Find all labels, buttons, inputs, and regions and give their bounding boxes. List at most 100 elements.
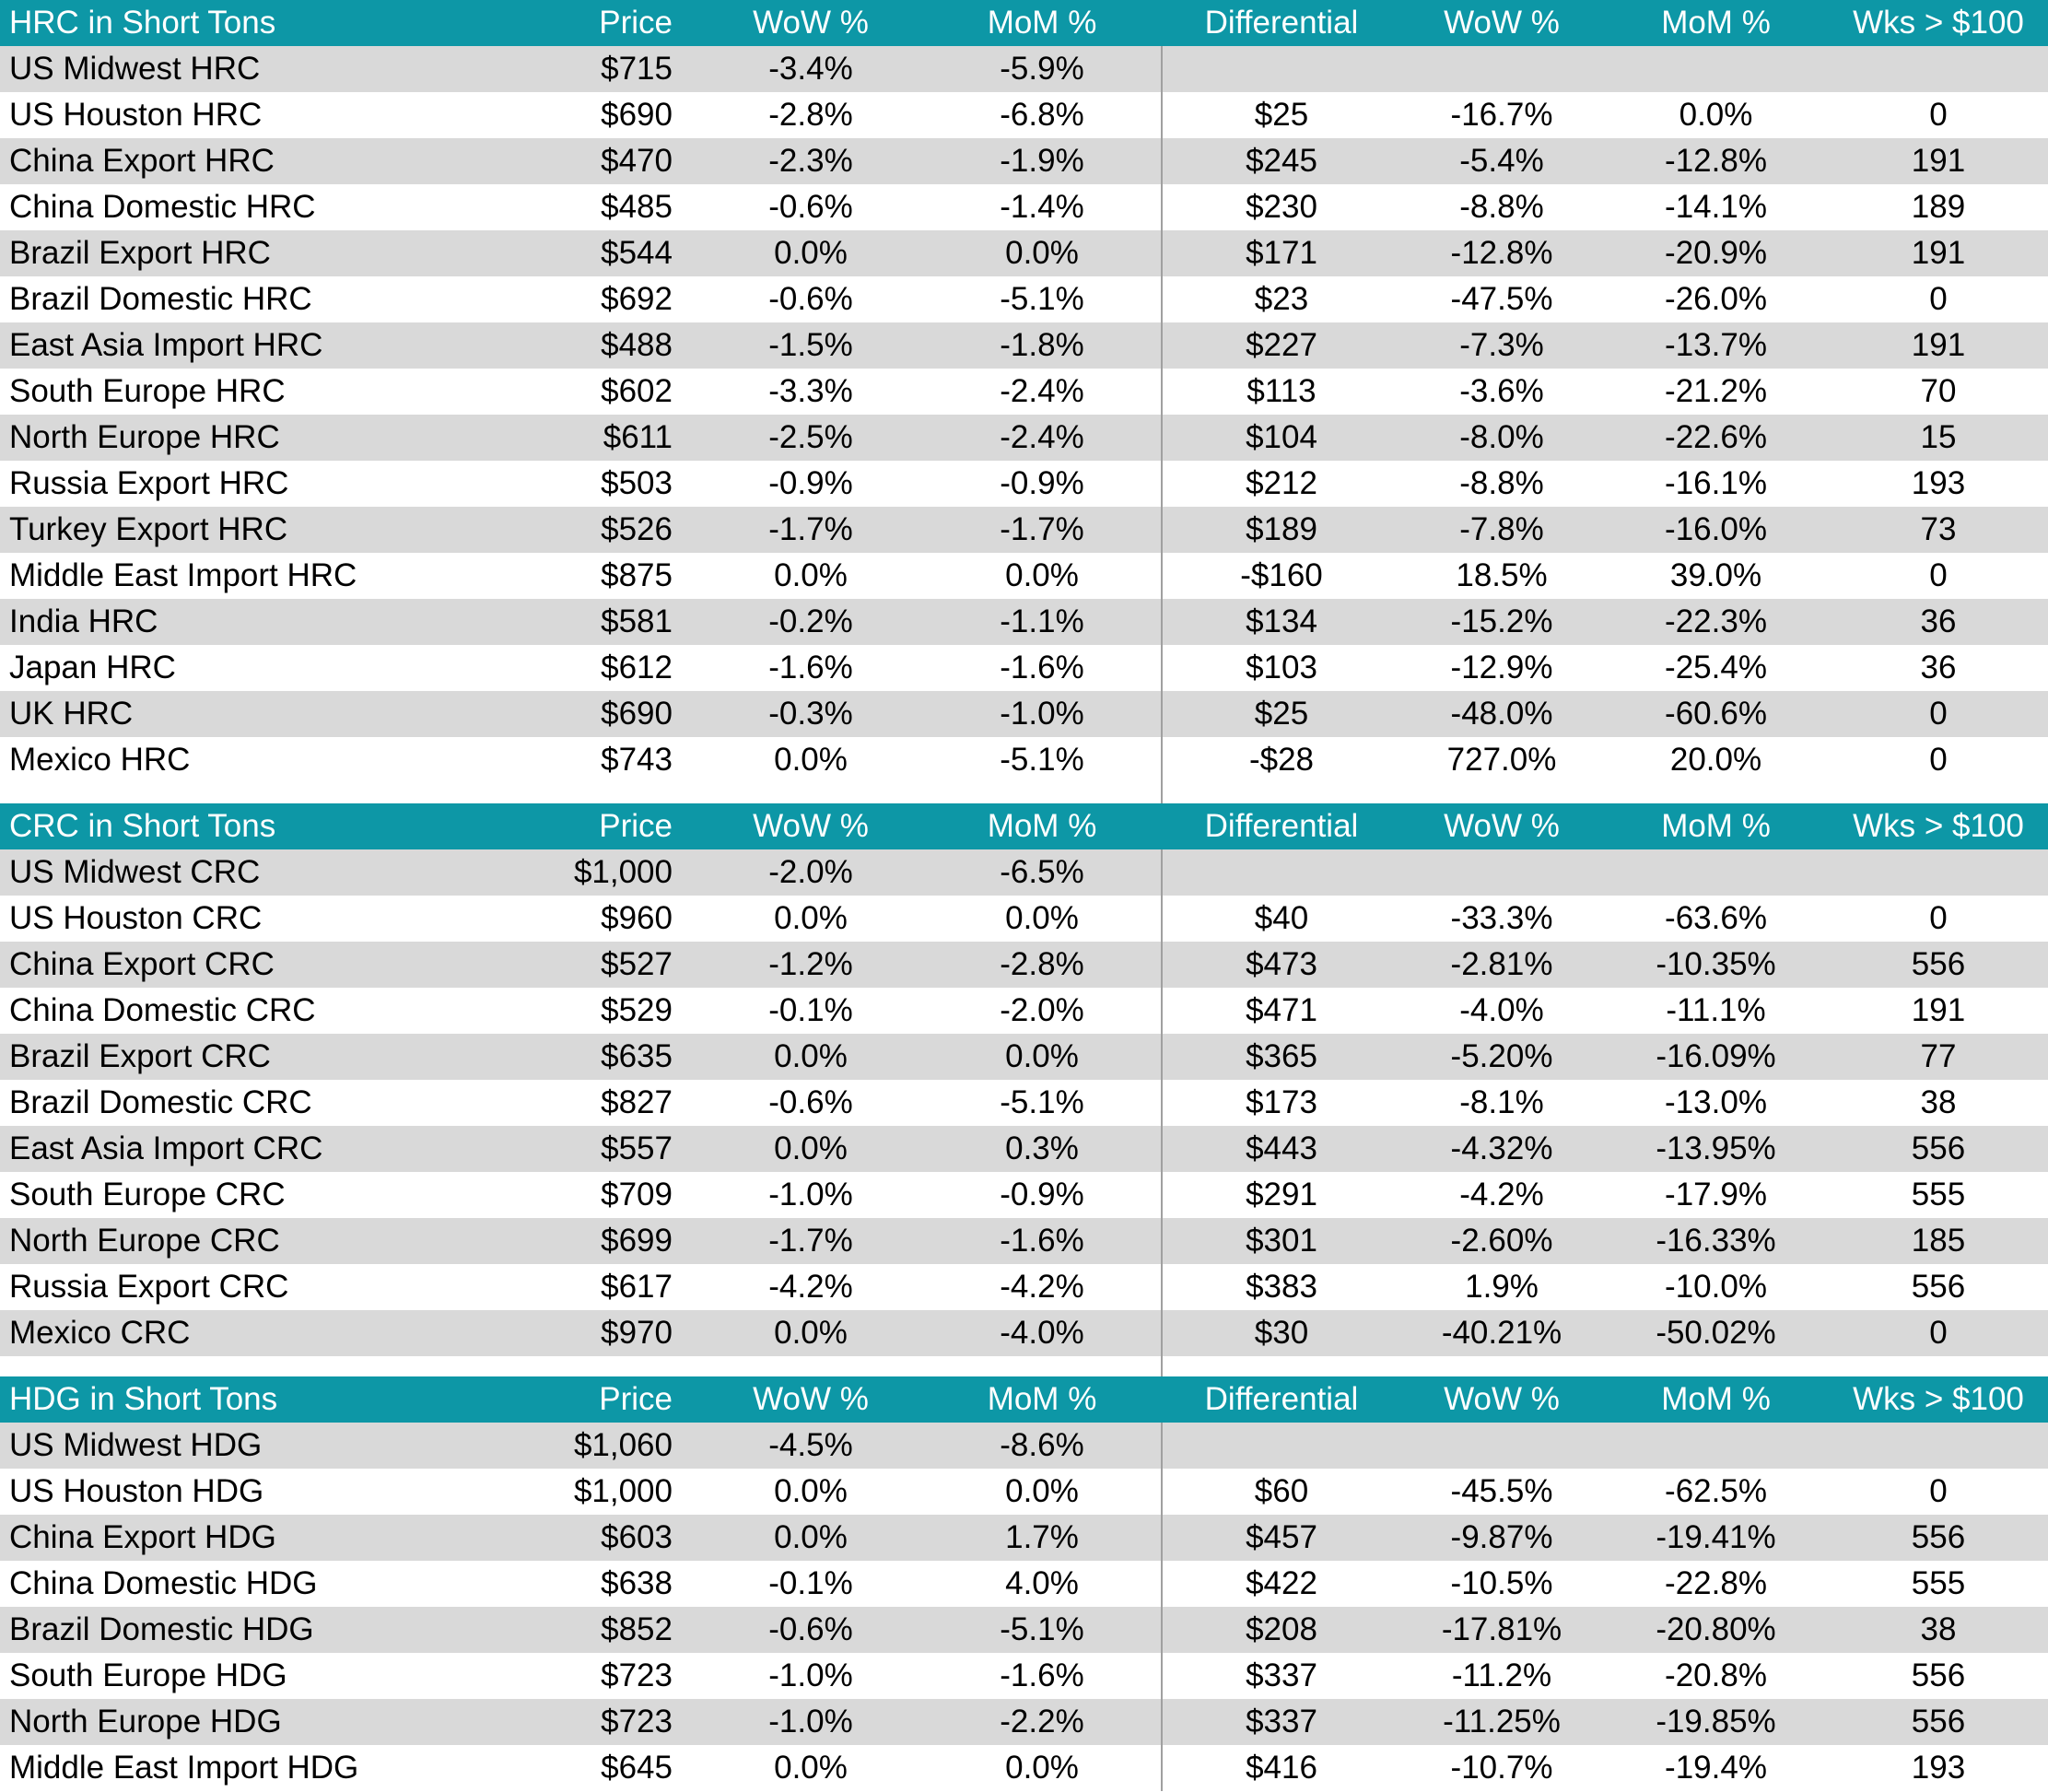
mom-cell: -4.0% bbox=[1000, 1315, 1084, 1351]
price-cell: $557 bbox=[601, 1130, 673, 1166]
weeks-cell: 0 bbox=[1929, 557, 1948, 593]
wow-cell: 0.0% bbox=[774, 235, 848, 271]
column-header-diff-mom-cell: MoM % bbox=[1661, 1381, 1771, 1417]
row-label: US Houston CRC bbox=[9, 900, 263, 936]
diff-wow-cell: -3.6% bbox=[1459, 373, 1544, 409]
diff-wow-cell: -8.8% bbox=[1459, 465, 1544, 501]
table-row: US Houston HRC $690 -2.8% -6.8% $25 -16.7% 0.0… bbox=[0, 92, 2048, 138]
wow-cell: -1.6% bbox=[768, 650, 853, 685]
weeks-cell: 38 bbox=[1920, 1611, 1957, 1647]
section-gap bbox=[0, 1356, 2048, 1376]
diff-mom-cell: -11.1% bbox=[1666, 992, 1766, 1028]
mom-cell: 0.0% bbox=[1005, 235, 1079, 271]
differential-cell: $473 bbox=[1246, 946, 1317, 982]
differential-cell: $245 bbox=[1246, 143, 1317, 179]
mom-cell: -2.4% bbox=[1000, 373, 1084, 409]
diff-mom-cell bbox=[1603, 46, 1829, 92]
diff-wow-cell: -2.60% bbox=[1450, 1223, 1553, 1259]
wow-cell: -2.5% bbox=[768, 419, 853, 455]
table-row: Middle East Import HRC $875 0.0% 0.0% -$160 1… bbox=[0, 553, 2048, 599]
price-cell: $827 bbox=[601, 1084, 673, 1120]
differential-cell: $416 bbox=[1246, 1750, 1317, 1786]
row-label: East Asia Import CRC bbox=[9, 1130, 323, 1166]
weeks-cell: 556 bbox=[1911, 1269, 1966, 1305]
mom-cell: -1.4% bbox=[1000, 189, 1084, 225]
differential-cell: $103 bbox=[1246, 650, 1317, 685]
weeks-cell: 36 bbox=[1920, 650, 1957, 685]
price-cell: $611 bbox=[603, 419, 673, 455]
wow-cell: -1.7% bbox=[768, 1223, 853, 1259]
price-cell: $581 bbox=[601, 603, 673, 639]
differential-cell: $457 bbox=[1246, 1519, 1317, 1555]
diff-wow-cell: -10.5% bbox=[1450, 1565, 1553, 1601]
column-header-weeks-cell: Wks > $100 bbox=[1853, 808, 2024, 844]
row-label: India HRC bbox=[9, 603, 158, 639]
diff-mom-cell: -21.2% bbox=[1665, 373, 1767, 409]
row-label: Middle East Import HDG bbox=[9, 1750, 359, 1786]
price-cell: $527 bbox=[601, 946, 673, 982]
row-label: China Domestic CRC bbox=[9, 992, 316, 1028]
mom-cell: -1.0% bbox=[1000, 696, 1084, 732]
table-row: India HRC $581 -0.2% -1.1% $134 -15.2% -22.3% 3… bbox=[0, 599, 2048, 645]
row-label: US Houston HDG bbox=[9, 1473, 264, 1509]
price-cell: $852 bbox=[601, 1611, 673, 1647]
diff-mom-cell: -63.6% bbox=[1665, 900, 1767, 936]
column-header-diff-mom-cell: MoM % bbox=[1661, 808, 1771, 844]
differential-cell: $189 bbox=[1246, 511, 1317, 547]
diff-mom-cell: -20.8% bbox=[1665, 1657, 1767, 1693]
diff-mom-cell: -10.0% bbox=[1665, 1269, 1767, 1305]
table-row: US Houston CRC $960 0.0% 0.0% $40 -33.3% -63.6… bbox=[0, 896, 2048, 942]
diff-mom-cell: -10.35% bbox=[1656, 946, 1776, 982]
mom-cell: 0.0% bbox=[1005, 900, 1079, 936]
table-row: China Export HRC $470 -2.3% -1.9% $245 -5.4% -… bbox=[0, 138, 2048, 184]
diff-mom-cell: -16.0% bbox=[1665, 511, 1767, 547]
diff-wow-cell: 1.9% bbox=[1465, 1269, 1539, 1305]
row-label: Japan HRC bbox=[9, 650, 176, 685]
row-label: Mexico CRC bbox=[9, 1315, 191, 1351]
table-row: Mexico HRC $743 0.0% -5.1% -$28 727.0% 20.0% 0 bbox=[0, 737, 2048, 783]
wow-cell: -1.5% bbox=[768, 327, 853, 363]
weeks-cell: 556 bbox=[1911, 1704, 1966, 1739]
diff-mom-cell: 20.0% bbox=[1669, 742, 1762, 778]
weeks-cell: 0 bbox=[1929, 900, 1948, 936]
differential-cell: $134 bbox=[1246, 603, 1317, 639]
price-cell: $743 bbox=[601, 742, 673, 778]
section-header-row: HDG in Short Tons Price WoW % MoM % Differen… bbox=[0, 1376, 2048, 1423]
diff-wow-cell: -7.3% bbox=[1459, 327, 1544, 363]
column-header-mom-cell: MoM % bbox=[987, 5, 1097, 41]
wow-cell: -1.0% bbox=[768, 1177, 853, 1212]
diff-mom-cell: -16.09% bbox=[1656, 1038, 1776, 1074]
table-row: East Asia Import CRC $557 0.0% 0.3% $443 -4.3… bbox=[0, 1126, 2048, 1172]
price-cell: $690 bbox=[601, 97, 673, 133]
price-cell: $970 bbox=[601, 1315, 673, 1351]
wow-cell: -0.6% bbox=[768, 281, 853, 317]
wow-cell: -1.2% bbox=[768, 946, 853, 982]
table-row: North Europe HRC $611 -2.5% -2.4% $104 -8.0% -… bbox=[0, 415, 2048, 461]
weeks-cell bbox=[1829, 46, 2048, 92]
section-title: HDG in Short Tons bbox=[9, 1381, 278, 1417]
mom-cell: 0.0% bbox=[1005, 557, 1079, 593]
mom-cell: -2.8% bbox=[1000, 946, 1084, 982]
differential-cell: $208 bbox=[1246, 1611, 1317, 1647]
price-cell: $723 bbox=[601, 1657, 673, 1693]
wow-cell: -2.3% bbox=[768, 143, 853, 179]
price-cell: $612 bbox=[601, 650, 673, 685]
mom-cell: 0.0% bbox=[1005, 1473, 1079, 1509]
differential-cell: $227 bbox=[1246, 327, 1317, 363]
row-label: Russia Export HRC bbox=[9, 465, 289, 501]
section-title: HRC in Short Tons bbox=[9, 5, 276, 41]
column-header-weeks-cell: Wks > $100 bbox=[1853, 1381, 2024, 1417]
diff-mom-cell: -13.7% bbox=[1665, 327, 1767, 363]
mom-cell: -5.1% bbox=[1000, 1611, 1084, 1647]
weeks-cell: 0 bbox=[1929, 696, 1948, 732]
column-divider-line bbox=[1161, 46, 1163, 1791]
diff-mom-cell: -13.95% bbox=[1656, 1130, 1776, 1166]
row-label: East Asia Import HRC bbox=[9, 327, 323, 363]
diff-wow-cell: -8.0% bbox=[1459, 419, 1544, 455]
diff-wow-cell: -9.87% bbox=[1450, 1519, 1553, 1555]
column-header-differential-cell: Differential bbox=[1204, 1381, 1359, 1417]
wow-cell: -0.9% bbox=[768, 465, 853, 501]
row-label: US Midwest CRC bbox=[9, 854, 261, 890]
diff-wow-cell: 18.5% bbox=[1456, 557, 1548, 593]
